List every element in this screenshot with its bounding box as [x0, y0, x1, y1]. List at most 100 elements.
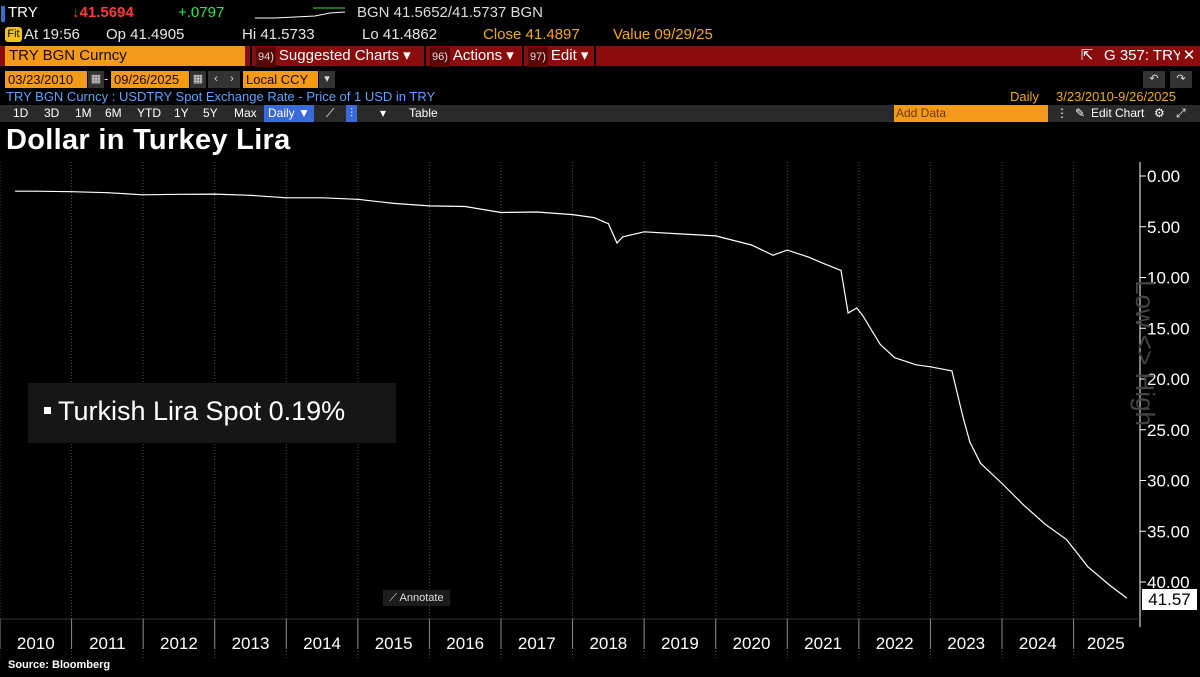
data-point: [879, 343, 881, 346]
line-chart-icon[interactable]: ⟋: [326, 106, 335, 120]
add-data-input[interactable]: Add Data: [894, 105, 1048, 122]
source-note: Source: Bloomberg: [8, 659, 111, 671]
edit-chart-button[interactable]: Edit Chart: [1091, 106, 1145, 120]
annotate-button[interactable]: ⟋ Annotate: [383, 590, 450, 606]
menu-divider: [594, 46, 596, 66]
menu-number: 94): [256, 47, 276, 67]
redo-icon[interactable]: ↷: [1170, 71, 1192, 88]
annotate-label: Annotate: [399, 592, 444, 604]
menu-label: Suggested Charts ▾: [278, 47, 411, 64]
chevron-down-icon[interactable]: ▾: [380, 106, 387, 120]
menu-number: 97): [528, 47, 548, 67]
data-point: [894, 357, 896, 359]
bar-chart-icon[interactable]: ⫶: [346, 105, 358, 122]
close-icon[interactable]: ✕: [1180, 46, 1198, 66]
table-button[interactable]: Table: [409, 106, 438, 120]
period-3d[interactable]: 3D: [44, 106, 60, 120]
data-point: [1065, 538, 1067, 540]
data-point: [1087, 566, 1089, 568]
data-point: [607, 223, 610, 225]
currency-select[interactable]: Local CCY: [243, 71, 318, 88]
y-tick-label: 10.00: [1147, 269, 1190, 288]
edit-menu[interactable]: 97) Edit ▾: [528, 46, 589, 67]
range-bar: 03/23/2010 ▦ - 09/26/2025 ▦ ‹ › Local CC…: [0, 71, 1200, 89]
menu-label: Actions ▾: [452, 47, 514, 64]
prev-icon[interactable]: ‹: [208, 71, 224, 88]
data-point: [679, 233, 681, 235]
calendar-icon[interactable]: ▦: [88, 71, 104, 88]
data-point: [214, 193, 216, 195]
actions-menu[interactable]: 96) Actions ▾: [430, 46, 514, 67]
line-chart[interactable]: 0.00 5.00 10.00 15.00 20.00 25.00 30.00 35.00 40…: [0, 162, 1200, 659]
x-tick-label: 2015: [375, 634, 413, 653]
last-price: ↓41.5694: [72, 4, 134, 21]
x-tick-label: 2022: [876, 634, 914, 653]
description-bar: TRY BGN Curncy : USDTRY Spot Exchange Ra…: [0, 89, 1200, 105]
period-label: Daily: [1010, 89, 1039, 104]
menu-number: 96): [430, 47, 450, 67]
data-point: [786, 249, 788, 251]
x-tick-label: 2021: [804, 634, 842, 653]
x-tick-label: 2014: [303, 634, 341, 653]
x-tick-label: 2025: [1087, 634, 1125, 653]
close-price: Close 41.4897: [483, 26, 580, 43]
period-1d[interactable]: 1D: [13, 106, 29, 120]
calendar-icon[interactable]: ▦: [190, 71, 206, 88]
data-point: [536, 211, 538, 213]
stats-bar: Fit At 19:56 Op 41.4905 Hi 41.5733 Lo 41…: [0, 26, 1200, 46]
data-point: [1108, 584, 1110, 586]
period-1m[interactable]: 1M: [75, 106, 92, 120]
x-tick-label: 2024: [1019, 634, 1057, 653]
period-5y[interactable]: 5Y: [203, 106, 218, 120]
x-tick-label: 2011: [89, 634, 126, 653]
data-point: [428, 205, 430, 207]
popout-icon[interactable]: ⇱: [1076, 46, 1098, 66]
price-change: +.0797: [178, 4, 225, 21]
start-date-input[interactable]: 03/23/2010: [5, 71, 87, 88]
data-point: [856, 307, 858, 309]
chart-legend[interactable]: Turkish Lira Spot 0.19%: [28, 383, 396, 443]
y-tick-label: 20.00: [1147, 370, 1190, 389]
undo-icon[interactable]: ↶: [1143, 71, 1165, 88]
bid-ask: BGN 41.5652/41.5737 BGN: [357, 4, 543, 21]
data-point: [500, 211, 502, 214]
y-tick-label: 35.00: [1147, 522, 1190, 541]
x-tick-label: 2020: [733, 634, 771, 653]
y-tick-label: 30.00: [1147, 472, 1190, 491]
chevron-down-icon[interactable]: ▾: [319, 71, 335, 88]
data-point: [622, 236, 624, 238]
data-point: [772, 254, 774, 256]
frequency-select[interactable]: Daily ▼: [264, 105, 314, 122]
x-tick-label: 2019: [661, 634, 699, 653]
open-price: Op 41.4905: [106, 26, 185, 43]
data-point: [616, 242, 618, 244]
date-range-label: 3/23/2010-9/26/2025: [1056, 89, 1176, 104]
gear-icon[interactable]: ⚙: [1154, 106, 1165, 120]
x-tick-label: 2012: [160, 634, 198, 653]
next-icon[interactable]: ›: [224, 71, 240, 88]
ticker[interactable]: TRY: [8, 4, 38, 21]
high-price: Hi 41.5733: [242, 26, 315, 43]
data-point: [464, 205, 466, 208]
period-ytd[interactable]: YTD: [137, 106, 161, 120]
period-1y[interactable]: 1Y: [174, 106, 189, 120]
more-icon[interactable]: ⋮: [1056, 106, 1068, 120]
data-point: [840, 269, 842, 271]
fullscreen-icon[interactable]: ⤢: [1176, 106, 1186, 120]
low-high-toggle[interactable]: Low <> High: [1130, 280, 1160, 426]
suggested-charts-menu[interactable]: 94) Suggested Charts ▾: [256, 46, 411, 67]
legend-label: Turkish Lira Spot 0.19%: [58, 396, 346, 426]
x-tick-label: 2010: [17, 634, 55, 653]
data-point: [969, 441, 971, 443]
range-dash: -: [104, 71, 109, 86]
period-6m[interactable]: 6M: [105, 106, 122, 120]
end-date-input[interactable]: 09/26/2025: [111, 71, 189, 88]
ticker-marker: [1, 6, 5, 22]
security-field[interactable]: TRY BGN Curncy: [5, 46, 245, 66]
pencil-icon[interactable]: ✎: [1075, 106, 1086, 120]
fit-icon[interactable]: Fit: [5, 27, 22, 42]
period-max[interactable]: Max: [234, 106, 257, 120]
data-point: [106, 192, 108, 194]
last-value-tag: 41.57: [1142, 589, 1197, 610]
menu-divider: [250, 46, 252, 66]
